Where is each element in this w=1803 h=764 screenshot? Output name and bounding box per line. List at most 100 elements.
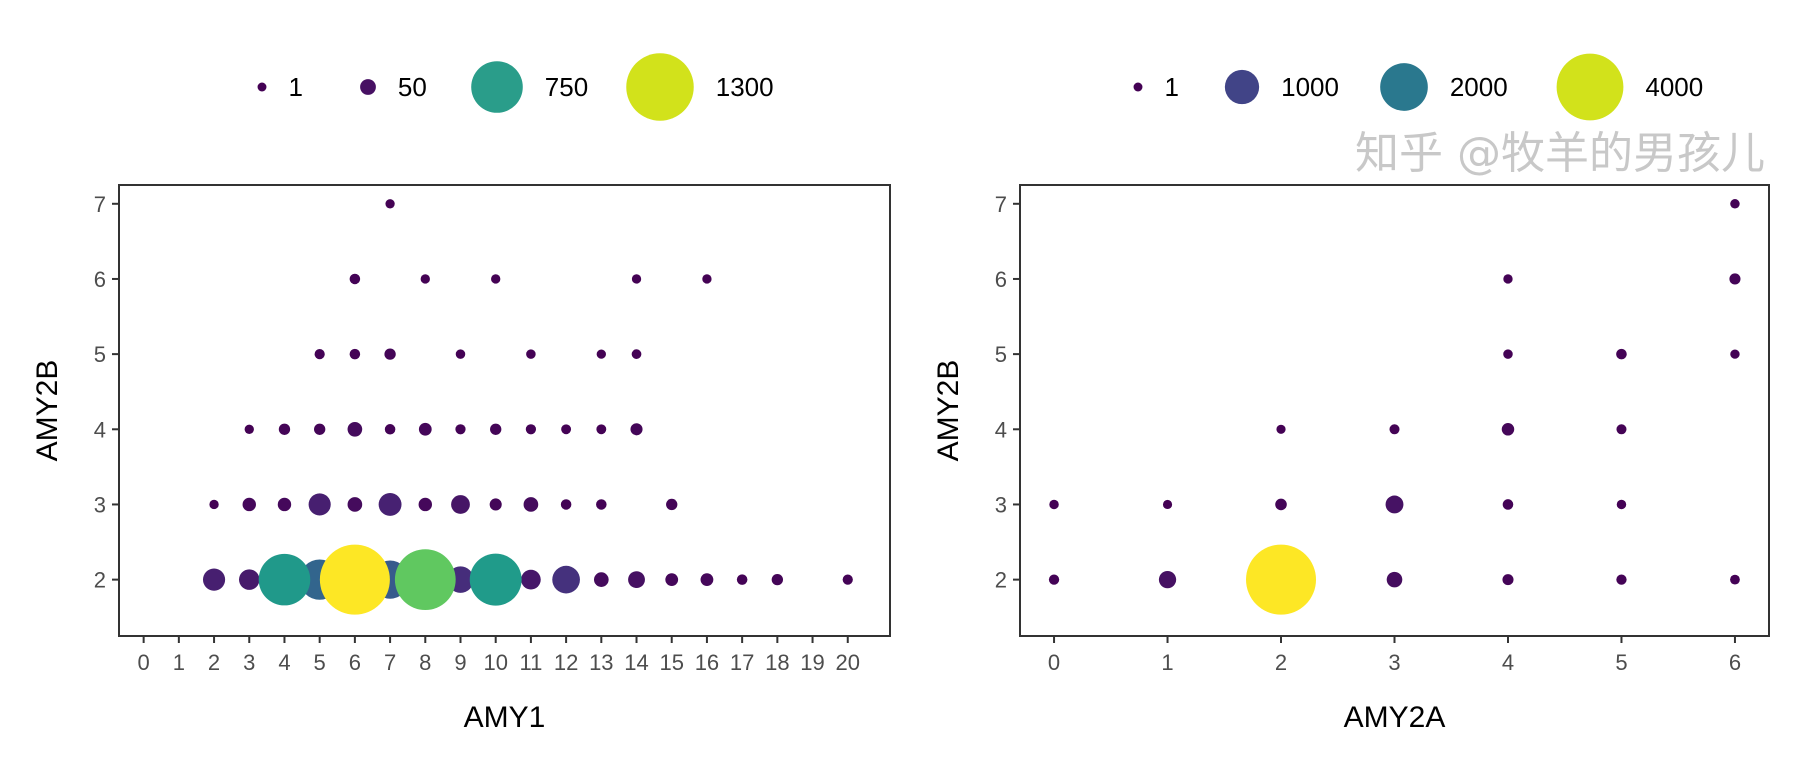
data-point [347, 421, 363, 437]
data-point [1616, 574, 1627, 585]
data-point [349, 348, 361, 360]
data-point [209, 499, 219, 510]
y-tick-label: 5 [995, 342, 1007, 367]
data-point [523, 497, 539, 512]
data-point [700, 573, 714, 587]
data-point [596, 424, 607, 435]
data-point [490, 423, 502, 435]
data-point [384, 424, 396, 435]
data-point [630, 423, 643, 436]
data-point [526, 349, 536, 359]
left-chart-amy1: 0 1 2 3 4 5 6 7 8 9 10 11 12 13 14 15 16 17 18 19 20234567AM… [31, 53, 891, 734]
legend-label: 50 [398, 72, 427, 102]
data-point [666, 498, 678, 511]
x-tick-label: 15 [659, 650, 683, 675]
data-point [277, 497, 292, 512]
legend-key [1380, 63, 1428, 111]
size-color-legend: 1 1000 2000 4000 [1133, 53, 1703, 121]
x-axis-title: AMY2A [1344, 701, 1446, 734]
y-tick-label: 4 [995, 417, 1007, 442]
x-tick-label: 5 [1615, 650, 1627, 675]
data-point [469, 553, 522, 606]
data-point [394, 549, 456, 611]
x-tick-label: 6 [349, 650, 361, 675]
x-tick-label: 12 [554, 650, 578, 675]
watermark: 知乎 @牧羊的男孩儿 [1355, 128, 1765, 179]
data-point [1389, 424, 1400, 435]
data-point [521, 569, 541, 590]
data-point [596, 499, 607, 510]
x-tick-label: 20 [836, 650, 860, 675]
data-point [420, 274, 430, 284]
y-tick-label: 5 [94, 342, 106, 367]
data-point [202, 568, 226, 591]
x-tick-label: 2 [208, 650, 220, 675]
x-axis-title: AMY1 [464, 701, 546, 734]
data-point [1503, 274, 1513, 284]
x-tick-label: 10 [483, 650, 507, 675]
x-tick-label: 0 [138, 650, 150, 675]
data-point [314, 423, 326, 435]
y-tick-label: 2 [94, 568, 106, 593]
x-tick-label: 3 [1388, 650, 1400, 675]
legend-label: 1000 [1281, 72, 1339, 102]
y-tick-label: 6 [94, 267, 106, 292]
legend-label: 1 [1164, 72, 1178, 102]
y-tick-label: 4 [94, 417, 106, 442]
data-point [451, 495, 470, 514]
data-point [258, 553, 311, 606]
y-axis-title: AMY2B [932, 360, 965, 462]
y-tick-label: 7 [94, 192, 106, 217]
y-tick-label: 2 [995, 568, 1007, 593]
y-axis-title: AMY2B [31, 360, 64, 462]
data-point [842, 574, 853, 585]
data-point [1730, 574, 1740, 585]
y-tick-label: 6 [995, 267, 1007, 292]
data-point [552, 565, 580, 594]
data-point [560, 499, 572, 510]
legend-key [360, 79, 376, 95]
data-point [1503, 349, 1513, 359]
data-point [631, 274, 642, 284]
x-tick-label: 1 [173, 650, 185, 675]
panel-border [1019, 184, 1770, 637]
data-point [1501, 423, 1515, 436]
data-point [1276, 424, 1286, 434]
x-tick-label: 8 [419, 650, 431, 675]
data-point [455, 349, 466, 359]
data-point [1502, 574, 1514, 586]
data-point [1502, 499, 1514, 510]
data-point [736, 574, 748, 585]
x-tick-label: 7 [384, 650, 396, 675]
data-point [418, 497, 432, 512]
x-tick-label: 19 [800, 650, 824, 675]
data-point [1385, 495, 1404, 514]
data-point [491, 274, 501, 284]
data-point [1616, 348, 1627, 360]
data-point [314, 349, 325, 360]
legend-label: 2000 [1450, 72, 1508, 102]
legend-key [471, 61, 523, 113]
data-point [1246, 544, 1317, 615]
data-point [1049, 499, 1059, 510]
points [202, 199, 853, 615]
data-point [418, 422, 432, 436]
legend-key [626, 53, 694, 121]
data-point [525, 424, 537, 435]
x-tick-label: 4 [278, 650, 290, 675]
data-point [239, 569, 260, 590]
data-point [596, 349, 606, 359]
data-point [349, 273, 361, 285]
y-tick-label: 7 [995, 192, 1007, 217]
legend-label: 1300 [716, 72, 774, 102]
x-tick-label: 4 [1502, 650, 1514, 675]
data-point [1162, 499, 1173, 510]
data-point [385, 199, 395, 209]
panel-border [118, 184, 891, 637]
data-point [771, 573, 784, 586]
data-point [378, 493, 402, 516]
legend-key [1556, 53, 1624, 121]
legend-key [1224, 69, 1260, 105]
size-color-legend: 1 50 750 1300 [257, 53, 774, 121]
